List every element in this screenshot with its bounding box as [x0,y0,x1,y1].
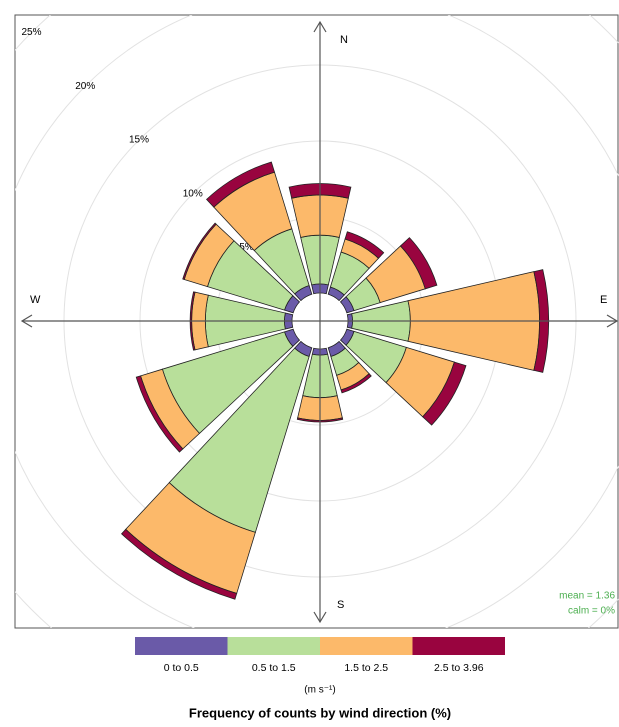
legend-swatch [320,637,413,655]
chart-title: Frequency of counts by wind direction (%… [189,705,451,720]
legend-swatch [412,637,505,655]
petal-segment [206,161,275,208]
r-tick-label: 15% [129,135,149,146]
petal-segment [422,361,467,426]
legend-title: (m s⁻¹) [304,685,335,696]
petal-segment [135,375,184,453]
petal-segment [344,231,385,259]
r-tick-label: 5% [239,242,254,253]
petal-segment [182,222,217,280]
compass-n: N [340,34,348,46]
calm-label: calm = 0% [568,606,615,617]
compass-w: W [30,294,41,306]
compass-e: E [600,294,607,306]
legend-label: 1.5 to 2.5 [344,662,388,674]
petal-segment [296,417,344,423]
r-tick-label: 10% [183,188,203,199]
legend-swatch [227,637,320,655]
legend-label: 0 to 0.5 [164,662,199,674]
petal-segment [121,528,238,600]
legend: 0 to 0.5 0.5 to 1.5 1.5 to 2.5 2.5 to 3.96 [135,637,505,674]
petal-segment [189,291,196,351]
plot-frame [14,14,619,629]
petal-segment [399,237,438,290]
legend-label: 0.5 to 1.5 [252,662,296,674]
axes [20,20,619,624]
compass-s: S [337,599,344,611]
legend-label: 2.5 to 3.96 [434,662,484,674]
legend-swatch [135,637,228,655]
mean-label: mean = 1.36 [559,591,615,602]
r-tick-label: 20% [75,81,95,92]
r-tick-label: 25% [21,27,41,38]
petal-segment [340,373,372,394]
